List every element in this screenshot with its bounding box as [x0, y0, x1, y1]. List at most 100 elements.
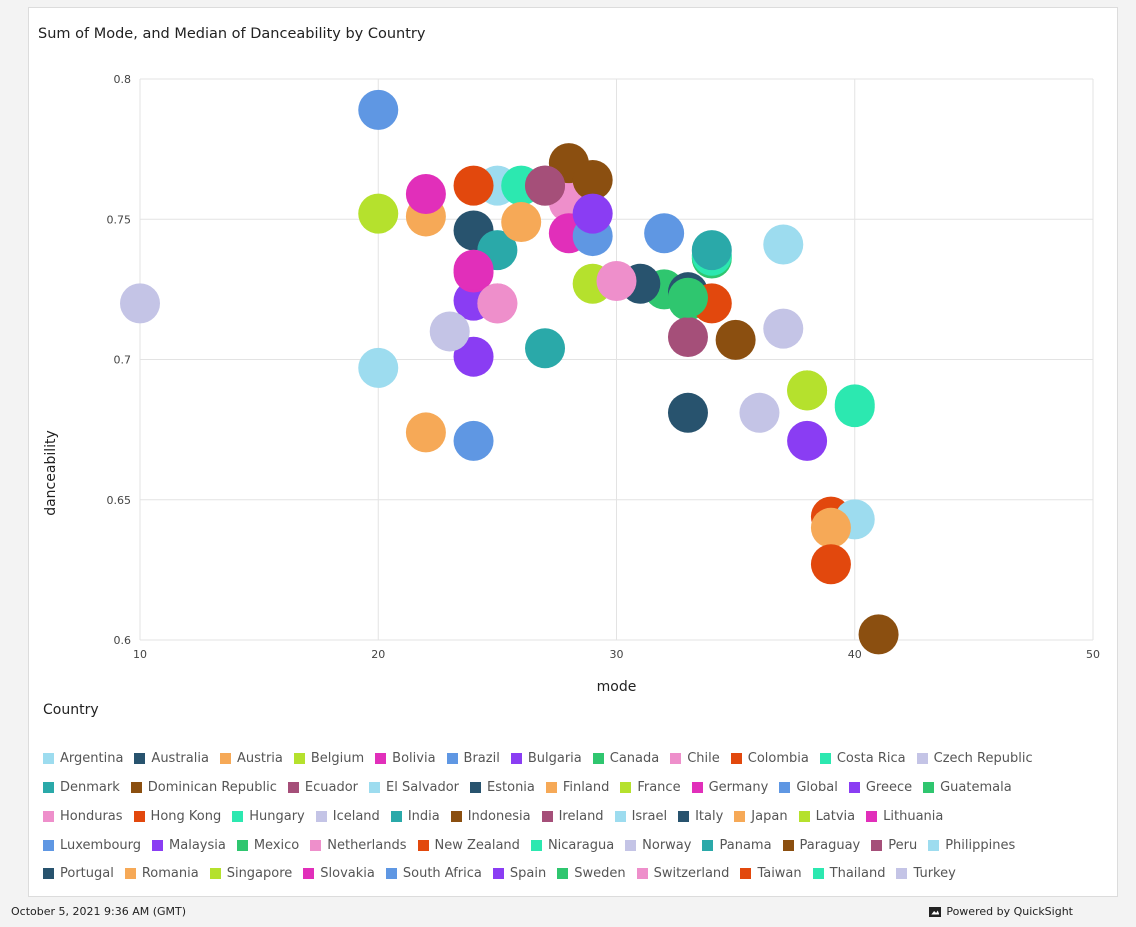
legend-item[interactable]: Taiwan: [740, 866, 802, 881]
legend-item[interactable]: Italy: [678, 809, 723, 824]
legend-item[interactable]: Latvia: [798, 809, 855, 824]
data-point-sweden[interactable]: Sweden: [667, 277, 708, 318]
scatter-plot[interactable]: 0.6 0.65 0.7 0.75 0.8 10 20 30 40 50 mode danceabil…: [0, 0, 1136, 700]
data-point-bolivia[interactable]: Bolivia: [405, 174, 446, 215]
legend-item[interactable]: Romania: [124, 866, 199, 881]
legend-item[interactable]: Netherlands: [310, 838, 407, 853]
legend-item[interactable]: Global: [779, 780, 838, 795]
legend-item[interactable]: Finland: [545, 779, 610, 795]
legend-item[interactable]: Australia: [134, 751, 209, 766]
legend-item[interactable]: Panama: [702, 838, 772, 853]
legend-item[interactable]: Argentina: [43, 751, 123, 766]
legend-item[interactable]: Singapore: [209, 866, 292, 881]
legend-item[interactable]: New Zealand: [417, 838, 520, 853]
data-point-netherlands[interactable]: Netherlands: [596, 260, 637, 301]
legend-item[interactable]: Israel: [614, 809, 667, 824]
data-point-el-salvador[interactable]: El Salvador: [763, 224, 804, 265]
data-point-india[interactable]: India: [525, 328, 566, 369]
legend-item[interactable]: Philippines: [928, 838, 1015, 853]
legend-item[interactable]: Luxembourg: [43, 838, 141, 853]
legend-item[interactable]: Nicaragua: [530, 838, 614, 853]
legend-item[interactable]: Greece: [848, 780, 912, 795]
legend-item[interactable]: Switzerland: [636, 866, 729, 881]
data-point-paraguay[interactable]: Paraguay: [715, 319, 756, 360]
legend-item[interactable]: Iceland: [315, 809, 380, 824]
data-point-finland[interactable]: Finland: [501, 202, 542, 243]
legend-item[interactable]: Dominican Republic: [130, 780, 277, 795]
powered-by[interactable]: Powered by QuickSight: [929, 905, 1073, 918]
data-point-ireland[interactable]: Ireland: [667, 317, 708, 358]
data-point-norway[interactable]: Norway: [739, 392, 780, 433]
data-point-colombia[interactable]: Colombia: [453, 165, 494, 206]
data-point-brazil[interactable]: Brazil: [358, 89, 399, 130]
data-point-singapore[interactable]: Singapore: [787, 370, 828, 411]
legend-item[interactable]: Hong Kong: [133, 809, 221, 824]
legend-item[interactable]: Costa Rica: [819, 751, 906, 766]
legend-swatch: [510, 752, 522, 764]
legend-item[interactable]: Portugal: [43, 866, 114, 881]
legend-item[interactable]: Turkey: [896, 866, 956, 881]
data-point-slovakia[interactable]: Slovakia: [453, 249, 494, 290]
legend-item[interactable]: Mexico: [236, 838, 299, 853]
data-point-spain[interactable]: Spain: [572, 193, 613, 234]
data-point-peru[interactable]: Peru: [525, 165, 566, 206]
legend-item[interactable]: India: [390, 809, 440, 824]
data-point-south-africa[interactable]: South Africa: [453, 420, 494, 461]
data-point-indonesia[interactable]: Indonesia: [572, 159, 613, 200]
legend-item[interactable]: Japan: [734, 809, 788, 824]
legend-item[interactable]: Thailand: [812, 866, 885, 881]
data-point-taiwan[interactable]: Taiwan: [810, 544, 851, 585]
x-tick-label: 30: [610, 648, 624, 661]
data-point-malaysia[interactable]: Malaysia: [787, 420, 828, 461]
data-point-greece[interactable]: Greece: [453, 336, 494, 377]
data-point-panama[interactable]: Panama: [691, 230, 732, 271]
data-point-israel[interactable]: Israel: [358, 347, 399, 388]
legend-item[interactable]: Czech Republic: [916, 751, 1033, 766]
data-point-belgium[interactable]: Belgium: [358, 193, 399, 234]
legend-item[interactable]: South Africa: [385, 866, 482, 881]
legend-item[interactable]: Spain: [492, 866, 546, 881]
legend-item[interactable]: Denmark: [43, 780, 120, 795]
legend-item[interactable]: Ireland: [541, 809, 604, 824]
data-point-czech-republic[interactable]: Czech Republic: [120, 283, 160, 324]
legend-item[interactable]: Sweden: [557, 866, 626, 881]
data-point-uruguay[interactable]: Uruguay: [858, 614, 899, 655]
legend-item[interactable]: Canada: [592, 751, 659, 766]
legend-item[interactable]: Bulgaria: [510, 751, 582, 766]
legend-item[interactable]: Germany: [691, 780, 768, 795]
legend-item[interactable]: Estonia: [470, 780, 535, 795]
legend-item[interactable]: France: [620, 779, 681, 795]
legend-item[interactable]: Guatemala: [923, 780, 1012, 795]
data-point-luxembourg[interactable]: Luxembourg: [644, 213, 685, 254]
data-point-thailand[interactable]: Thailand: [834, 384, 875, 425]
legend-item[interactable]: Peru: [871, 838, 917, 853]
data-point-japan[interactable]: Japan: [405, 412, 446, 453]
data-point-portugal[interactable]: Portugal: [667, 392, 708, 433]
legend-item[interactable]: Lithuania: [866, 809, 943, 824]
legend-item[interactable]: Indonesia: [450, 809, 531, 824]
legend-item[interactable]: Norway: [625, 838, 691, 853]
legend-item[interactable]: Honduras: [43, 809, 123, 824]
data-point-switzerland[interactable]: Switzerland: [477, 283, 518, 324]
legend-label: Finland: [562, 779, 610, 795]
y-tick-label: 0.75: [107, 213, 132, 226]
legend-item[interactable]: Slovakia: [303, 866, 375, 881]
data-point-iceland[interactable]: Iceland: [429, 311, 470, 352]
legend-item[interactable]: Austria: [219, 751, 283, 766]
data-point-turkey[interactable]: Turkey: [763, 308, 804, 349]
legend-item[interactable]: Bolivia: [375, 751, 436, 766]
legend-item[interactable]: Brazil: [446, 751, 500, 766]
legend-item[interactable]: Hungary: [232, 809, 305, 824]
legend-item[interactable]: El Salvador: [369, 780, 459, 795]
legend-item[interactable]: Malaysia: [152, 838, 226, 853]
legend-swatch: [152, 839, 164, 851]
legend-label: France: [637, 779, 681, 795]
legend-item[interactable]: Belgium: [293, 751, 364, 766]
legend-item[interactable]: Paraguay: [782, 838, 860, 853]
legend-swatch: [43, 839, 54, 851]
legend-item[interactable]: Colombia: [730, 751, 809, 766]
legend-item[interactable]: Chile: [670, 751, 720, 766]
data-point-romania[interactable]: Romania: [810, 507, 851, 548]
legend-item[interactable]: Ecuador: [287, 780, 358, 795]
legend-swatch: [798, 810, 810, 822]
